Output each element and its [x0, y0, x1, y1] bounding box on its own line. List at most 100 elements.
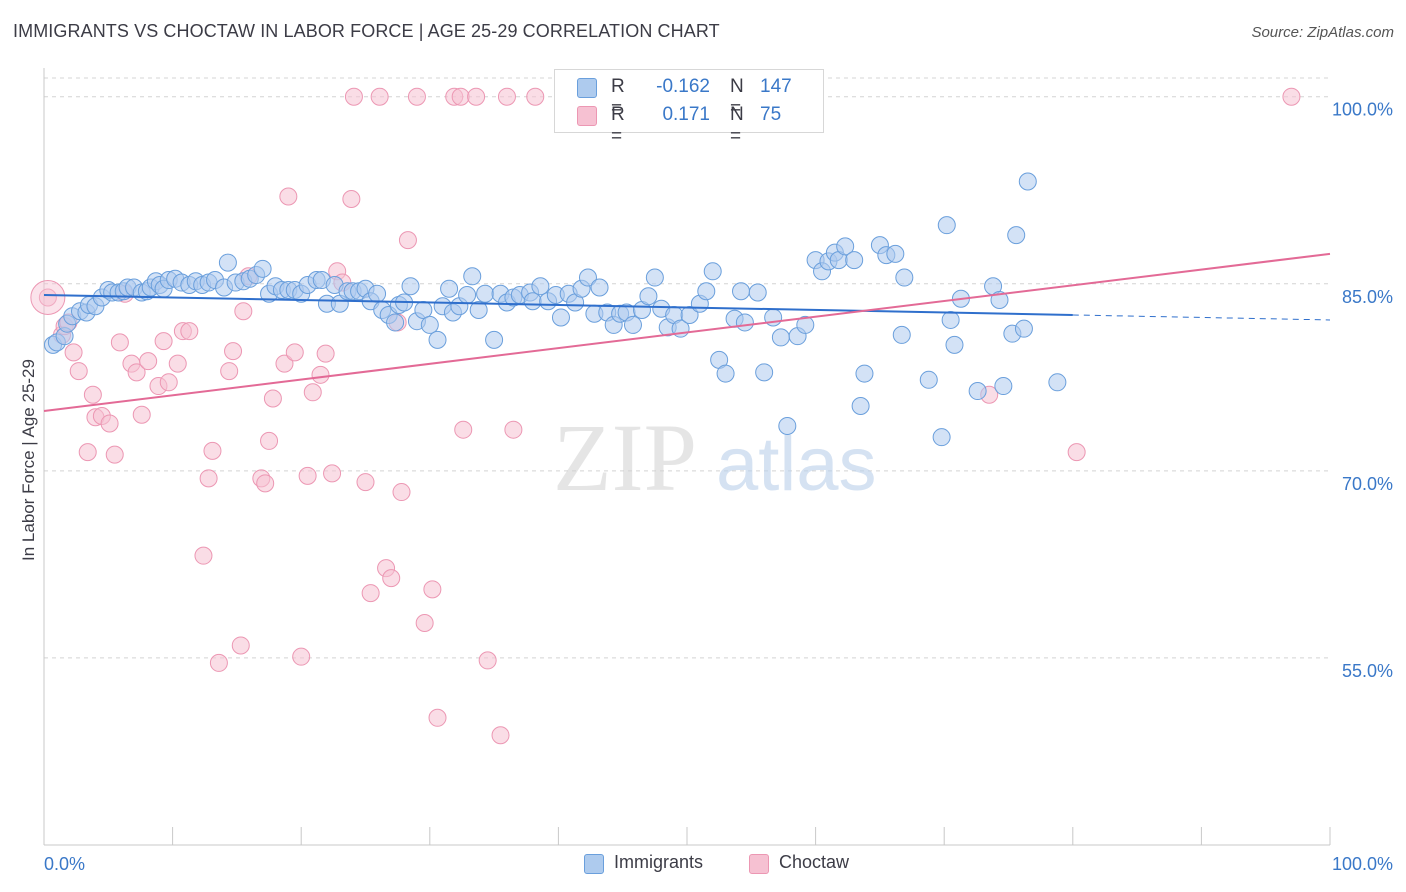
data-point: [1018, 172, 1037, 191]
data-point: [755, 363, 774, 382]
data-point: [623, 315, 642, 334]
data-point: [127, 363, 146, 382]
data-point: [478, 651, 497, 670]
chart-legend: Immigrants Choctaw: [0, 852, 1406, 880]
data-point: [732, 282, 751, 301]
watermark-atlas: atlas: [716, 422, 877, 507]
data-point: [476, 284, 495, 303]
data-point: [303, 383, 322, 402]
r-label: R =: [611, 76, 625, 119]
data-point: [285, 343, 304, 362]
r-value: -0.162: [656, 76, 710, 97]
data-point: [919, 370, 938, 389]
data-point: [1282, 87, 1301, 106]
data-point: [256, 474, 275, 493]
data-point: [356, 473, 375, 492]
data-point: [1048, 373, 1067, 392]
data-point: [531, 277, 550, 296]
data-point: [771, 328, 790, 347]
data-point: [451, 87, 470, 106]
data-point: [440, 279, 459, 298]
immigrants-trendline: [43, 294, 1073, 316]
data-point: [845, 251, 864, 270]
choctaw-trendline: [43, 252, 1331, 412]
r-value: 0.171: [662, 104, 710, 125]
trendlines: [43, 252, 1331, 412]
data-point: [168, 354, 187, 373]
data-point: [467, 87, 486, 106]
data-point: [83, 385, 102, 404]
n-value: 75: [760, 104, 782, 125]
data-point: [139, 352, 158, 371]
data-point: [316, 344, 335, 363]
data-point: [994, 377, 1013, 396]
immigrants-trendline-extension: [1072, 314, 1331, 321]
data-point: [298, 466, 317, 485]
data-point: [469, 300, 488, 319]
data-point: [703, 262, 722, 281]
data-point: [344, 87, 363, 106]
choctaw-legend-swatch: [749, 854, 769, 874]
data-point: [892, 325, 911, 344]
data-point: [504, 420, 523, 439]
data-point: [645, 268, 664, 287]
data-point: [382, 569, 401, 588]
r-label: R =: [611, 104, 625, 147]
data-point: [342, 189, 361, 208]
data-point: [69, 362, 88, 381]
data-point: [234, 302, 253, 321]
data-point: [78, 443, 97, 462]
data-point: [945, 335, 964, 354]
data-point: [64, 343, 83, 362]
data-point: [263, 389, 282, 408]
data-point: [407, 87, 426, 106]
watermark-zip: ZIP: [553, 404, 697, 511]
y-tick-label: 100.0%: [1332, 100, 1393, 120]
data-point: [941, 310, 960, 329]
data-point: [485, 330, 504, 349]
data-point: [497, 87, 516, 106]
data-point: [132, 405, 151, 424]
data-point: [203, 441, 222, 460]
data-point: [154, 332, 173, 351]
data-point: [735, 313, 754, 332]
data-point: [968, 382, 987, 401]
correlation-stats-box: R = -0.162 N = 147 R = 0.171 N = 75: [554, 69, 824, 147]
data-point: [361, 584, 380, 603]
data-point: [414, 300, 433, 319]
data-point: [526, 87, 545, 106]
data-point: [38, 288, 57, 307]
data-point: [796, 315, 815, 334]
data-point: [1007, 226, 1026, 245]
data-point: [937, 216, 956, 235]
data-point: [279, 187, 298, 206]
data-point: [428, 330, 447, 349]
data-point: [1014, 319, 1033, 338]
data-point: [275, 354, 294, 373]
data-point: [463, 267, 482, 286]
data-point: [551, 308, 570, 327]
data-point: [105, 445, 124, 464]
data-point: [209, 653, 228, 672]
watermark: ZIP atlas: [553, 404, 877, 511]
n-value: 147: [760, 76, 792, 97]
legend-label: Immigrants: [614, 852, 704, 872]
data-point: [778, 416, 797, 435]
data-point: [578, 268, 597, 287]
immigrants-legend-swatch: [584, 854, 604, 874]
data-point: [748, 283, 767, 302]
data-point: [194, 546, 213, 565]
data-point: [428, 708, 447, 727]
data-point: [491, 726, 510, 745]
y-tick-label: 55.0%: [1342, 661, 1393, 681]
data-point: [454, 420, 473, 439]
data-point: [180, 322, 199, 341]
data-point: [398, 231, 417, 250]
data-point: [716, 364, 735, 383]
data-point: [260, 431, 279, 450]
x-tick-label: 100.0%: [1332, 854, 1393, 874]
choctaw-swatch: [577, 106, 597, 126]
x-tick-label: 0.0%: [44, 854, 85, 874]
data-point: [370, 87, 389, 106]
